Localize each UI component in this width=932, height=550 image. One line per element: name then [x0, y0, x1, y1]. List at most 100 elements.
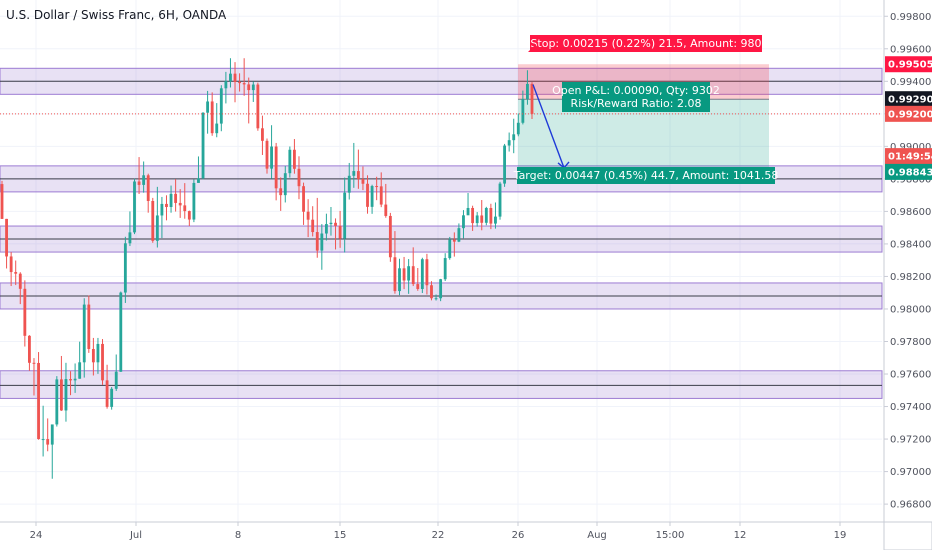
y-tick-label: 0.96800: [890, 500, 931, 511]
candle-body: [393, 257, 397, 292]
candle-body: [73, 378, 77, 381]
stop-label-bg: [530, 35, 762, 52]
candle-body: [324, 224, 328, 234]
candle-body: [133, 181, 136, 233]
x-tick-label: 8: [235, 530, 241, 541]
candle-body: [27, 335, 31, 363]
candle-body: [197, 178, 200, 183]
candle-body: [160, 203, 164, 216]
candle-body: [420, 259, 424, 289]
x-tick-label: 15: [334, 530, 347, 541]
candle-body: [530, 83, 534, 114]
candle-body: [256, 84, 260, 129]
price-tag-bg: [885, 56, 932, 73]
candle-body: [484, 207, 488, 223]
candle-body: [439, 279, 443, 299]
stop-label: Stop: 0.00215 (0.22%) 21.5, Amount: 980: [530, 37, 761, 50]
candle-body: [119, 292, 123, 372]
candle-body: [480, 215, 484, 223]
candle-body: [128, 232, 132, 244]
candle-body: [14, 272, 18, 274]
candle-body: [320, 233, 324, 251]
candle-body: [297, 168, 301, 187]
y-tick-label: 0.99600: [890, 44, 931, 55]
y-tick-label: 0.99800: [890, 12, 931, 23]
y-tick-label: 0.98200: [890, 272, 931, 283]
y-tick-label: 0.98400: [890, 239, 931, 250]
candle-body: [361, 179, 365, 184]
candle-body: [425, 259, 429, 286]
candle-body: [23, 288, 27, 336]
candle-body: [270, 146, 273, 169]
candle-body: [462, 215, 465, 229]
candle-body: [489, 207, 493, 224]
candle-body: [265, 140, 269, 169]
price-tag: 0.98843: [888, 167, 932, 178]
price-tag-bg: [885, 163, 932, 180]
candle-body: [242, 83, 246, 85]
candle-body: [37, 362, 40, 440]
y-tick-label: 0.99000: [890, 142, 931, 153]
candle-body: [5, 218, 8, 257]
price-tag-bg: [885, 91, 932, 108]
y-tick-label: 0.97400: [890, 402, 931, 413]
candle-body: [238, 81, 242, 84]
x-tick-label: 15:00: [656, 530, 685, 541]
target-label: Target: 0.00447 (0.45%) 44.7, Amount: 10…: [513, 169, 779, 182]
candle-body: [329, 222, 333, 225]
candle-body: [41, 439, 45, 441]
price-tag: 0.99200: [888, 109, 932, 120]
candle-body: [398, 268, 401, 292]
candle-body: [402, 268, 406, 281]
candle-body: [416, 284, 420, 289]
candle-body: [169, 193, 173, 208]
candle-body: [475, 215, 479, 224]
candle-body: [261, 128, 264, 141]
x-tick-label: 26: [512, 530, 525, 541]
candle-body: [178, 202, 182, 206]
zone-rect: [0, 370, 883, 399]
candle-body: [46, 439, 50, 445]
candle-body: [151, 200, 155, 241]
candle-body: [503, 145, 507, 184]
candle-body: [274, 146, 278, 189]
candle-body: [466, 207, 470, 216]
candle-body: [343, 192, 347, 239]
candle-body: [215, 123, 219, 134]
price-tag-bg: [885, 148, 932, 165]
candle-body: [448, 239, 452, 259]
candle-body: [494, 216, 497, 224]
candle-body: [59, 379, 63, 411]
x-tick-label: 24: [30, 530, 43, 541]
candle-body: [356, 171, 360, 180]
candle-body: [366, 183, 369, 207]
candle-body: [279, 188, 283, 196]
candle-body: [9, 256, 13, 273]
candle-body: [101, 343, 104, 381]
candle-body: [512, 134, 516, 141]
candle-body: [452, 239, 456, 242]
candle-body: [334, 222, 337, 226]
candle-body: [411, 266, 415, 285]
candle-body: [384, 204, 388, 216]
candle-body: [206, 101, 210, 113]
candle-body: [219, 88, 223, 124]
candle-body: [142, 175, 146, 185]
y-tick-label: 0.98000: [890, 304, 931, 315]
price-tag: 0.99505: [888, 60, 932, 71]
candle-body: [516, 122, 520, 135]
y-tick-label: 0.97600: [890, 370, 931, 381]
x-tick-label: 22: [432, 530, 445, 541]
x-tick-label: 12: [734, 530, 747, 541]
candle-body: [187, 211, 191, 220]
candle-body: [526, 83, 529, 100]
candle-body: [105, 380, 109, 407]
y-tick-label: 0.99400: [890, 77, 931, 88]
position-tool[interactable]: [518, 64, 769, 172]
y-tick-label: 0.98600: [890, 207, 931, 218]
candle-body: [338, 225, 342, 239]
candle-body: [64, 379, 68, 411]
candle-body: [233, 73, 237, 82]
price-tag: 0.99290: [888, 95, 932, 106]
